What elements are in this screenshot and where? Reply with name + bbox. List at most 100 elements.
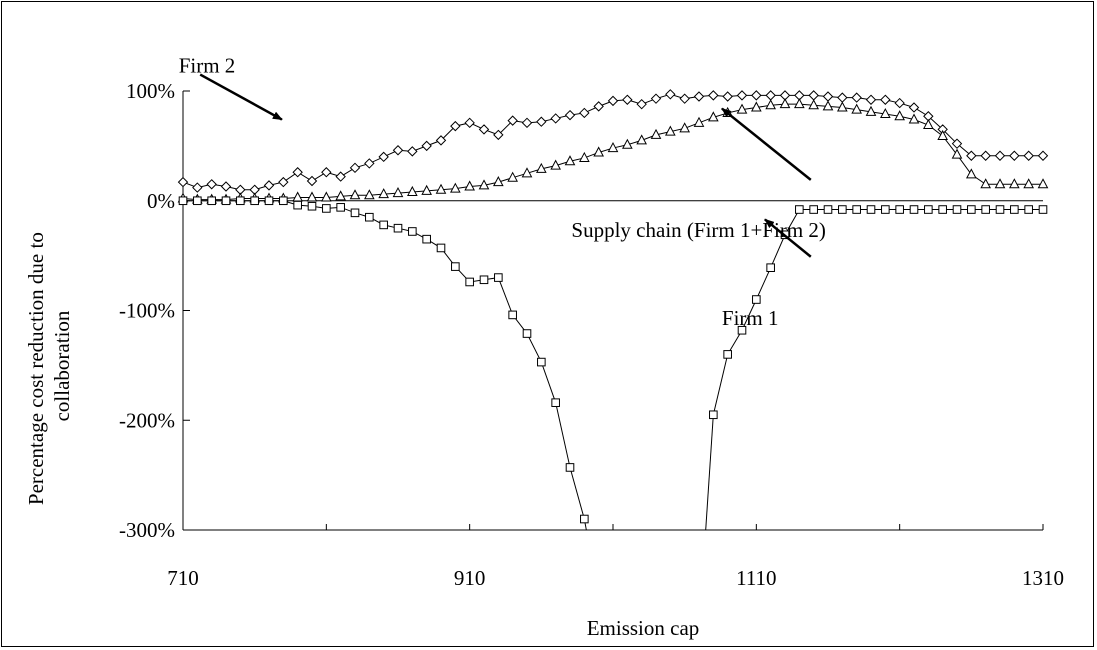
y-tick-label: -300% bbox=[119, 518, 175, 542]
data-point bbox=[751, 90, 762, 101]
y-axis-label-line-1: Percentage cost reduction due to bbox=[24, 232, 48, 505]
data-point bbox=[736, 90, 748, 101]
data-point bbox=[779, 98, 791, 109]
data-point bbox=[809, 205, 818, 214]
data-point bbox=[908, 102, 920, 113]
data-point bbox=[408, 227, 417, 236]
data-point bbox=[880, 107, 891, 119]
y-tick-label: -200% bbox=[119, 408, 175, 432]
series-line-drop bbox=[583, 518, 587, 530]
data-point bbox=[564, 109, 576, 121]
data-point bbox=[579, 107, 590, 119]
data-point bbox=[365, 212, 374, 222]
data-point bbox=[522, 329, 532, 338]
data-point bbox=[379, 220, 388, 230]
data-point bbox=[206, 179, 217, 190]
data-point bbox=[851, 92, 862, 103]
data-point bbox=[321, 191, 332, 202]
x-tick-label: 1310 bbox=[1022, 566, 1064, 590]
data-point bbox=[1024, 205, 1033, 214]
data-point bbox=[952, 205, 962, 214]
data-point bbox=[607, 95, 619, 107]
annotation-firm-1: Firm 1 bbox=[722, 306, 779, 330]
data-point bbox=[207, 196, 216, 206]
data-point bbox=[193, 196, 202, 206]
data-point bbox=[349, 189, 361, 200]
data-point bbox=[708, 90, 719, 101]
data-point bbox=[709, 410, 718, 420]
data-point bbox=[537, 357, 546, 367]
data-point bbox=[693, 91, 705, 102]
data-point bbox=[865, 94, 877, 105]
data-point bbox=[407, 146, 418, 157]
data-point bbox=[851, 103, 862, 114]
data-point bbox=[292, 191, 303, 202]
data-point bbox=[350, 208, 360, 218]
data-point bbox=[392, 145, 404, 156]
data-point bbox=[636, 134, 647, 145]
data-point bbox=[551, 398, 560, 407]
data-point bbox=[335, 190, 346, 201]
data-point bbox=[865, 105, 877, 116]
data-point bbox=[679, 93, 690, 104]
data-point bbox=[1010, 205, 1019, 214]
data-point bbox=[1038, 205, 1048, 214]
data-point bbox=[737, 325, 747, 335]
data-point bbox=[822, 91, 834, 102]
data-point bbox=[407, 185, 418, 196]
data-point bbox=[822, 100, 834, 111]
data-point bbox=[607, 142, 619, 153]
data-point bbox=[306, 191, 318, 202]
data-point bbox=[765, 99, 776, 110]
data-point bbox=[994, 178, 1006, 189]
data-point bbox=[279, 196, 288, 206]
data-point bbox=[981, 205, 990, 214]
data-point bbox=[852, 205, 861, 214]
data-point bbox=[765, 90, 776, 101]
data-point bbox=[321, 167, 332, 178]
data-point bbox=[751, 101, 762, 112]
data-point bbox=[1037, 150, 1049, 161]
data-point bbox=[795, 205, 804, 214]
data-point bbox=[192, 182, 203, 193]
data-point bbox=[378, 188, 389, 199]
data-point bbox=[736, 103, 748, 114]
data-point bbox=[766, 263, 775, 272]
data-point bbox=[808, 90, 819, 101]
x-tick-label: 910 bbox=[454, 566, 486, 590]
data-point bbox=[665, 89, 676, 100]
data-point bbox=[264, 196, 274, 206]
data-point bbox=[622, 94, 633, 105]
data-point bbox=[478, 124, 490, 135]
data-point bbox=[808, 99, 819, 110]
data-point bbox=[507, 171, 518, 182]
annotation-arrow bbox=[199, 73, 283, 121]
data-point bbox=[909, 205, 919, 214]
data-point bbox=[478, 179, 490, 190]
data-point bbox=[622, 138, 633, 149]
data-point bbox=[966, 150, 977, 161]
data-point bbox=[593, 101, 604, 112]
series-firm-1 bbox=[178, 196, 1048, 530]
annotation-arrow bbox=[721, 107, 812, 181]
data-point bbox=[465, 277, 474, 287]
data-point bbox=[336, 203, 345, 212]
data-point bbox=[493, 176, 504, 187]
data-point bbox=[866, 205, 876, 214]
data-point bbox=[994, 150, 1006, 161]
data-point bbox=[293, 200, 302, 210]
data-point bbox=[177, 176, 189, 188]
annotation-firm-2: Firm 2 bbox=[179, 53, 236, 77]
data-point bbox=[349, 162, 361, 174]
data-point bbox=[220, 181, 232, 192]
data-point bbox=[924, 205, 933, 214]
data-point bbox=[422, 234, 431, 244]
data-point bbox=[650, 128, 662, 139]
data-point bbox=[250, 196, 259, 206]
data-point bbox=[837, 92, 848, 103]
x-tick-label: 1110 bbox=[736, 566, 776, 590]
data-point bbox=[923, 118, 934, 130]
data-point bbox=[364, 158, 375, 169]
data-point bbox=[450, 120, 461, 132]
